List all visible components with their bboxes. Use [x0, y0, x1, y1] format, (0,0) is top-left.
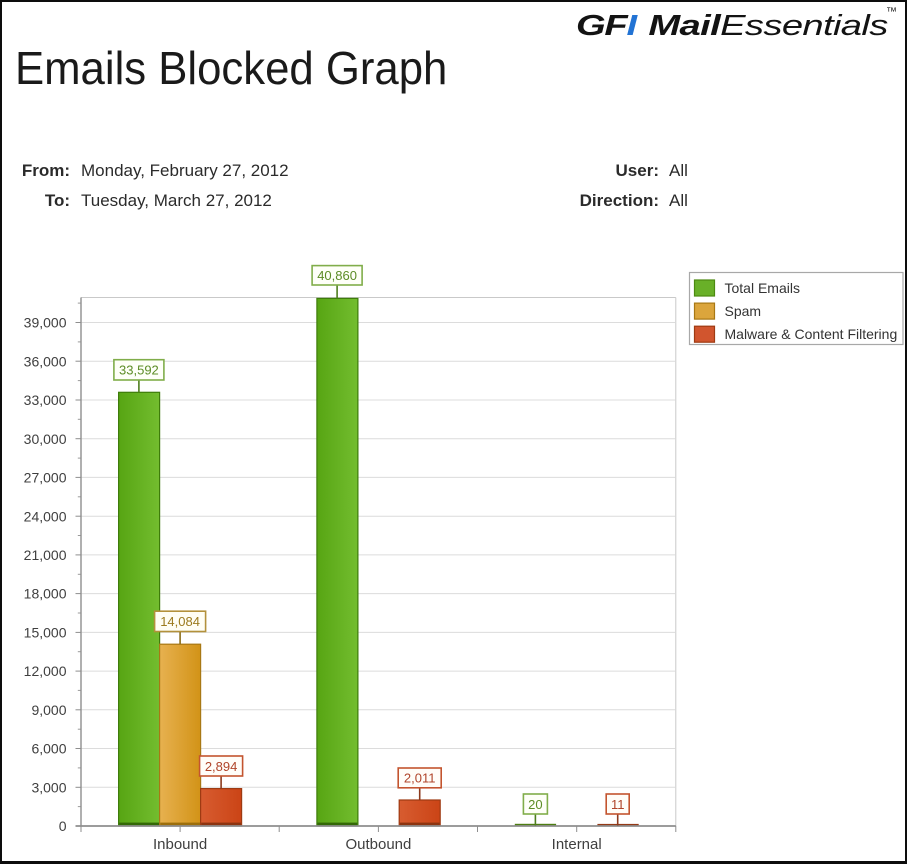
svg-text:6,000: 6,000	[31, 741, 66, 757]
svg-text:0: 0	[59, 818, 67, 834]
svg-text:11: 11	[611, 797, 625, 812]
svg-text:27,000: 27,000	[24, 470, 67, 486]
svg-text:12,000: 12,000	[24, 663, 67, 679]
svg-text:Internal: Internal	[552, 836, 602, 853]
svg-text:Outbound: Outbound	[345, 836, 411, 853]
svg-text:15,000: 15,000	[24, 625, 67, 641]
svg-text:40,860: 40,860	[317, 268, 357, 283]
svg-text:33,000: 33,000	[24, 392, 67, 408]
svg-text:30,000: 30,000	[24, 431, 67, 447]
svg-text:39,000: 39,000	[24, 315, 67, 331]
svg-text:18,000: 18,000	[24, 586, 67, 602]
svg-text:2,894: 2,894	[205, 759, 238, 774]
svg-text:Spam: Spam	[725, 303, 762, 319]
svg-text:Malware & Content Filtering: Malware & Content Filtering	[725, 326, 898, 342]
svg-text:36,000: 36,000	[24, 353, 67, 369]
svg-text:3,000: 3,000	[31, 779, 66, 795]
svg-text:14,084: 14,084	[160, 614, 200, 629]
svg-text:Total Emails: Total Emails	[725, 280, 800, 296]
svg-text:9,000: 9,000	[31, 702, 66, 718]
svg-text:20: 20	[528, 797, 542, 812]
svg-text:2,011: 2,011	[404, 771, 436, 786]
svg-text:21,000: 21,000	[24, 547, 67, 563]
svg-text:Inbound: Inbound	[153, 836, 207, 853]
svg-text:33,592: 33,592	[119, 363, 159, 378]
svg-text:24,000: 24,000	[24, 508, 67, 524]
